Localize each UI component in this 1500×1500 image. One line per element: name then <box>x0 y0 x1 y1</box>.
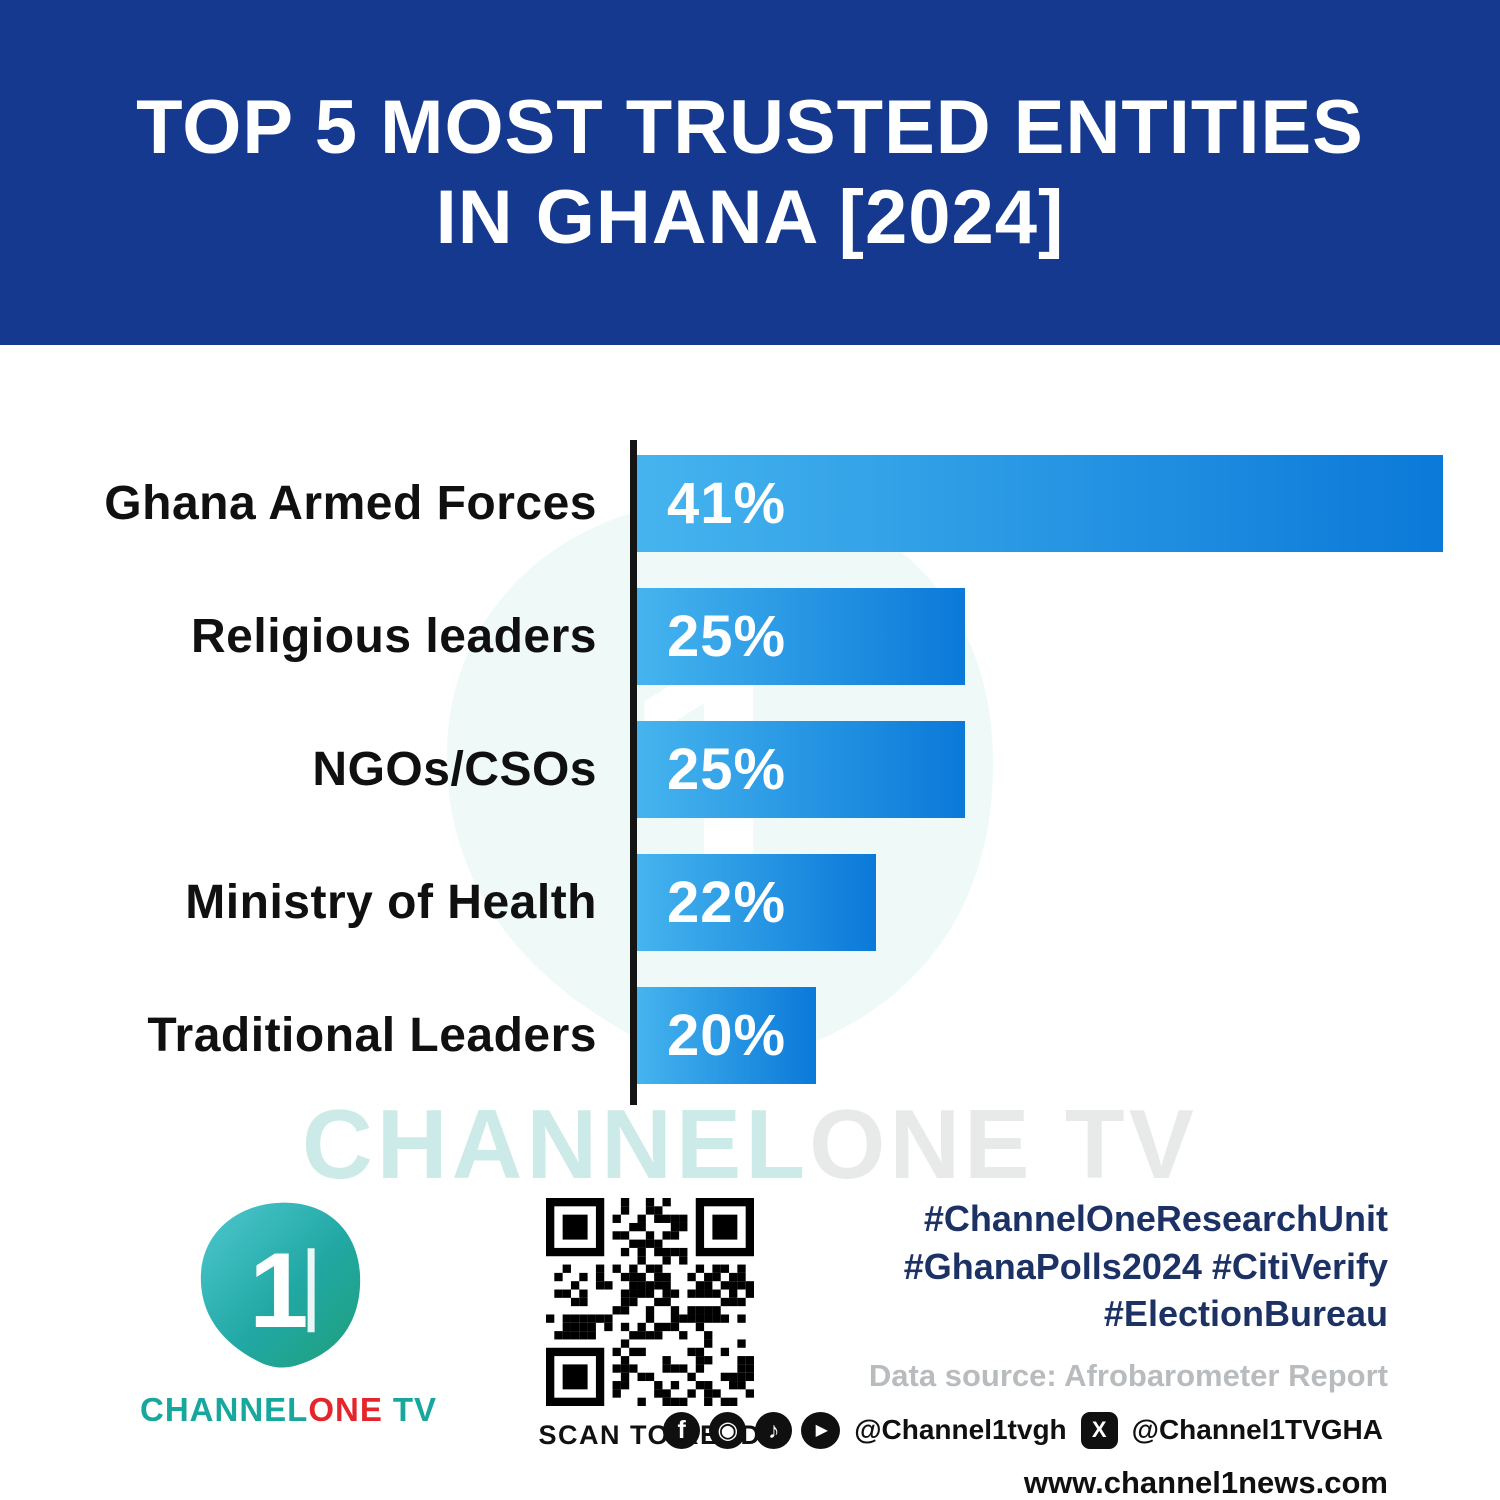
hashtag-line-3: #ElectionBureau <box>1103 1293 1388 1335</box>
bar-category-label: NGOs/CSOs <box>312 743 597 796</box>
social-row: f ◉ ♪ ▶ @Channel1tvgh X @Channel1TVGHA <box>663 1411 1388 1449</box>
bar-track: 25% <box>637 721 1443 818</box>
bar-category-label: Ministry of Health <box>185 876 597 929</box>
facebook-icon: f <box>663 1411 701 1449</box>
bar: 41% <box>637 455 1443 552</box>
chart-axis-line <box>630 440 637 1105</box>
bar: 20% <box>637 987 817 1084</box>
social-handle-main: @Channel1tvgh <box>854 1414 1067 1446</box>
bar-track: 20% <box>637 987 1443 1084</box>
qr-block: SCAN TO READ <box>535 1198 765 1451</box>
bar-track: 25% <box>637 588 1443 685</box>
header-banner: TOP 5 MOST TRUSTED ENTITIES IN GHANA [20… <box>0 0 1500 345</box>
instagram-icon: ◉ <box>709 1411 747 1449</box>
page-title-line1: TOP 5 MOST TRUSTED ENTITIES <box>136 84 1364 170</box>
bar-track: 41% <box>637 455 1443 552</box>
bar: 25% <box>637 721 966 818</box>
data-source-note: Data source: Afrobarometer Report <box>868 1357 1388 1393</box>
watermark-one-tv: ONE TV <box>809 1089 1198 1199</box>
bar-value-label: 25% <box>667 604 787 669</box>
qr-code <box>546 1198 754 1406</box>
bar-chart: Ghana Armed Forces 41% Religious leaders 25… <box>0 455 1443 1084</box>
bar: 25% <box>637 588 966 685</box>
hashtag-line-2: #GhanaPolls2024 #CitiVerify <box>903 1245 1388 1287</box>
bar-track: 22% <box>637 854 1443 951</box>
watermark-text: CHANNELONE TV <box>0 1088 1500 1201</box>
logo-numeral: 1 <box>249 1230 308 1350</box>
bar: 22% <box>637 854 876 951</box>
bar-row: Ministry of Health 22% <box>0 854 1443 951</box>
website-url: www.channel1news.com <box>1023 1464 1388 1500</box>
watermark-channel: CHANNEL <box>302 1089 810 1199</box>
bar-row: NGOs/CSOs 25% <box>0 721 1443 818</box>
social-handle-x: @Channel1TVGHA <box>1131 1414 1383 1446</box>
channel-one-logo-icon: 1 <box>200 1202 360 1368</box>
channel-one-logo-block: 1 CHANNELONE TV <box>140 1195 436 1429</box>
bar-row: Ghana Armed Forces 41% <box>0 455 1443 552</box>
brand-one: ONE <box>308 1391 383 1428</box>
footer-right-column: #ChannelOneResearchUnit #GhanaPolls2024 … <box>663 1195 1388 1500</box>
bar-row: Religious leaders 25% <box>0 588 1443 685</box>
bar-row: Traditional Leaders 20% <box>0 987 1443 1084</box>
bar-value-label: 41% <box>667 471 787 536</box>
bar-chart-rows: Ghana Armed Forces 41% Religious leaders 25… <box>0 455 1443 1084</box>
hashtag-line-1: #ChannelOneResearchUnit <box>923 1198 1388 1239</box>
brand-wordmark: CHANNELONE TV <box>140 1391 436 1429</box>
bar-value-label: 20% <box>667 1003 787 1068</box>
page-title-line2: IN GHANA [2024] <box>435 174 1065 260</box>
tiktok-icon: ♪ <box>755 1411 793 1449</box>
bar-value-label: 25% <box>667 737 787 802</box>
x-icon: X <box>1080 1411 1118 1449</box>
bar-category-label: Traditional Leaders <box>147 1009 597 1062</box>
bar-value-label: 22% <box>667 870 787 935</box>
bar-category-label: Religious leaders <box>191 610 597 663</box>
brand-channel: CHANNEL <box>140 1391 309 1428</box>
youtube-icon: ▶ <box>801 1411 841 1449</box>
page-title: TOP 5 MOST TRUSTED ENTITIES IN GHANA [20… <box>136 83 1364 262</box>
bar-category-label: Ghana Armed Forces <box>104 477 597 530</box>
brand-tv: TV <box>392 1391 438 1428</box>
